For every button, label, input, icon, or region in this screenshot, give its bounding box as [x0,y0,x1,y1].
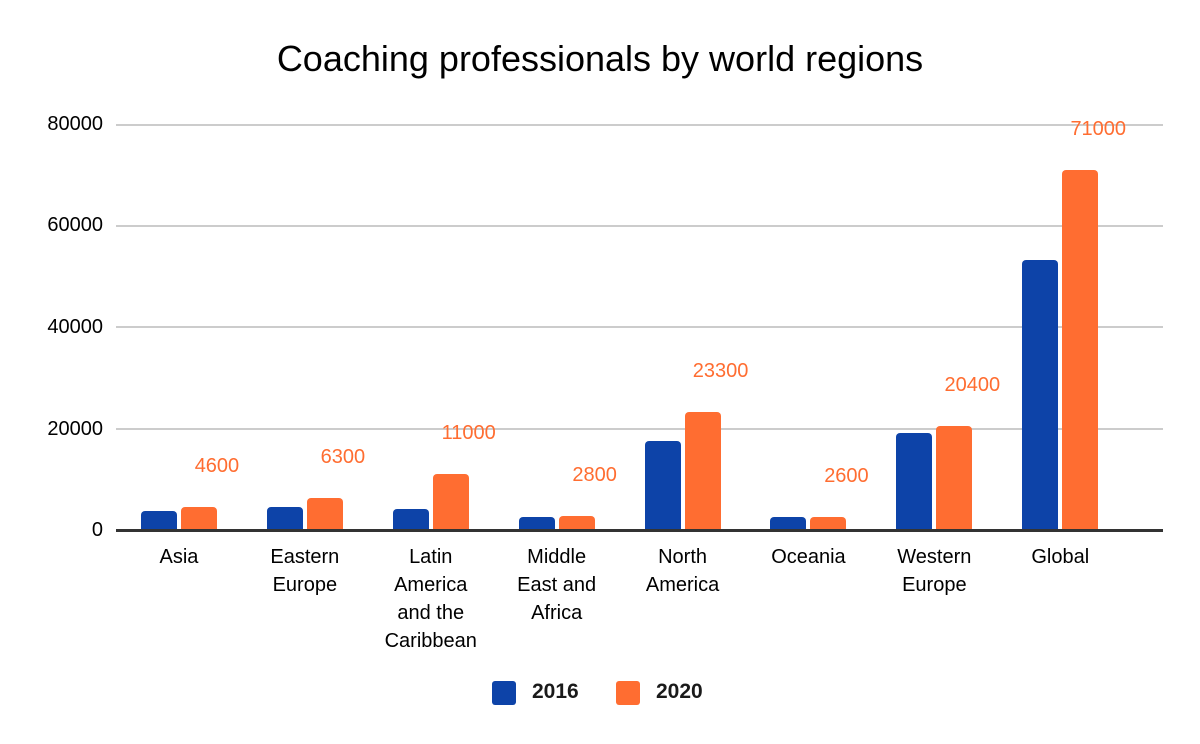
x-tick-label: Oceania [771,546,846,568]
bar-2020-2 [432,474,469,530]
x-tick-label: Eastern Europe [270,546,340,596]
legend-swatch-2020 [616,681,640,705]
y-tick-60000: 60000 [47,214,103,236]
data-label-2020: 71000 [1070,117,1127,140]
data-label-2020: 23300 [692,359,749,382]
bar-2020-4 [684,411,721,530]
gridline [116,326,1163,328]
legend-label-2020: 2020 [656,680,703,703]
bar-2016-4 [644,441,681,530]
bar-2016-3 [518,516,555,530]
bar-2016-1 [266,507,303,530]
bar-2016-7 [1022,259,1059,530]
x-tick-label: Global [1031,546,1090,568]
data-label-2020: 6300 [320,446,366,469]
y-tick-20000: 20000 [47,418,103,440]
legend-swatch-2016 [492,681,516,705]
bar-2016-5 [770,517,807,530]
y-tick-40000: 40000 [47,316,103,338]
bar-2020-0 [180,506,217,530]
gridline [116,428,1163,430]
x-tick-label: Asia [159,546,199,568]
x-tick-label: North America [645,546,720,596]
x-tick-label: Western Europe [897,546,972,596]
data-label-2020: 2800 [572,463,617,486]
data-label-2020: 11000 [441,422,496,445]
y-tick-0: 0 [91,519,103,541]
bar-2020-1 [306,498,343,530]
x-tick-label: Middle East and Africa [517,546,597,624]
x-axis-line [116,529,1163,532]
chart-title: Coaching professionals by world regions [276,38,924,79]
gridline [116,225,1163,227]
bar-2016-0 [140,511,177,530]
bar-2016-6 [896,433,933,530]
data-label-2020: 2600 [824,464,869,487]
bar-2020-3 [558,515,595,530]
bar-2020-5 [810,516,847,530]
data-label-2020: 20400 [944,374,1001,397]
bar-2016-2 [392,509,429,530]
bar-2020-6 [936,426,973,530]
y-tick-80000: 80000 [47,113,103,135]
bar-2020-7 [1062,169,1099,530]
x-tick-label: Latin America and the Caribbean [384,546,477,652]
data-label-2020: 4600 [194,454,240,477]
gridline [116,124,1163,126]
legend-label-2016: 2016 [532,680,579,703]
